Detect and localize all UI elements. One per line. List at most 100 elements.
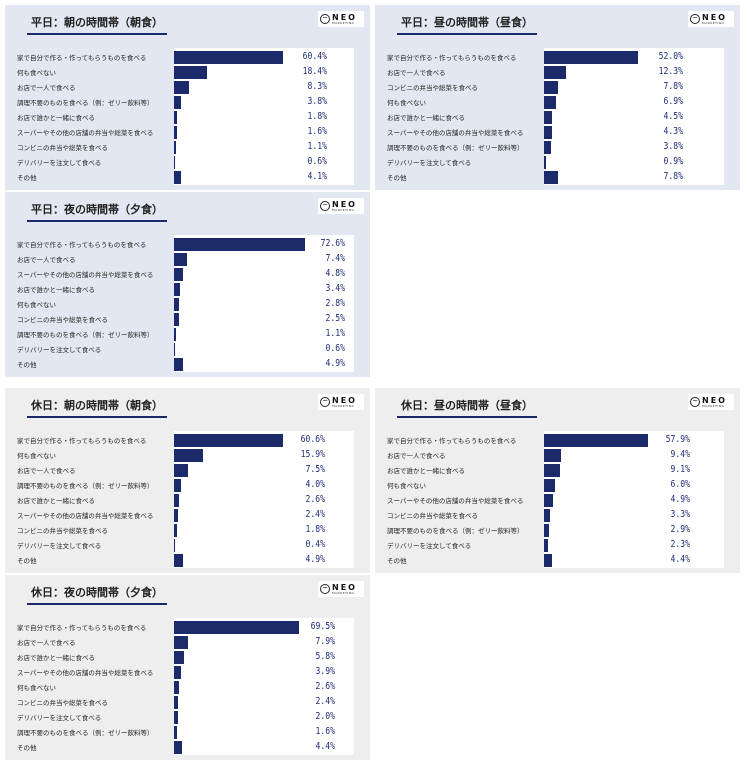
bar-row: コンビニの弁当や総菜を食べる 1.8% <box>17 523 354 538</box>
bar-row: 調理不要のものを食べる（例：ゼリー飲料等） 3.8% <box>17 95 354 110</box>
bar <box>174 298 180 311</box>
plot-area: 家で自分で作る・作ってもらうものを食べる 60.6% 何も食べない 15.9% お店… <box>17 431 354 568</box>
bar-row: 調理不要のものを食べる（例：ゼリー飲料等） 4.0% <box>17 478 354 493</box>
category-label: デリバリーを注文して食べる <box>387 159 472 167</box>
category-label: スーパーやその他の店舗の弁当や総菜を食べる <box>17 129 154 137</box>
bar <box>174 554 183 567</box>
category-label: コンビニの弁当や総菜を食べる <box>17 527 108 535</box>
category-label: 何も食べない <box>17 301 56 309</box>
bar-row: スーパーやその他の店舗の弁当や総菜を食べる 3.9% <box>17 665 354 680</box>
category-label: 何も食べない <box>387 482 426 490</box>
bar <box>544 434 649 447</box>
bar <box>174 268 183 281</box>
bar <box>174 253 188 266</box>
value-label: 0.6% <box>307 156 327 167</box>
bar <box>174 141 176 154</box>
neo-circle-logo-icon: ~ <box>320 397 330 407</box>
value-label: 9.1% <box>670 464 690 475</box>
category-label: 家で自分で作る・作ってもらうものを食べる <box>17 54 147 62</box>
bar-row: デリバリーを注文して食べる 0.9% <box>387 155 724 170</box>
value-label: 0.4% <box>305 539 325 550</box>
bar <box>544 464 561 477</box>
category-label: お店で誰かと一緒に食べる <box>387 114 465 122</box>
bar-row: デリバリーを注文して食べる 0.6% <box>17 342 354 357</box>
category-label: お店で一人で食べる <box>17 84 76 92</box>
bar <box>174 328 176 341</box>
bar <box>544 479 555 492</box>
category-label: 調理不要のものを食べる（例：ゼリー飲料等） <box>17 482 154 490</box>
category-label: 何も食べない <box>17 69 56 77</box>
value-label: 1.8% <box>305 524 325 535</box>
value-label: 4.5% <box>663 111 683 122</box>
category-label: デリバリーを注文して食べる <box>17 159 102 167</box>
value-label: 18.4% <box>302 66 327 77</box>
category-label: その他 <box>17 557 37 565</box>
value-label: 4.4% <box>315 741 335 752</box>
value-label: 2.0% <box>315 711 335 722</box>
value-label: 2.9% <box>670 524 690 535</box>
category-label: お店で一人で食べる <box>17 639 76 647</box>
bar-row: その他 4.9% <box>17 357 354 372</box>
value-label: 6.0% <box>670 479 690 490</box>
value-label: 4.3% <box>663 126 683 137</box>
logo-text: NEO <box>702 395 727 405</box>
value-label: 2.3% <box>670 539 690 550</box>
bar <box>174 81 189 94</box>
category-label: 調理不要のものを食べる（例：ゼリー飲料等） <box>17 331 154 339</box>
bar <box>174 479 182 492</box>
category-label: コンビニの弁当や総菜を食べる <box>387 512 478 520</box>
category-label: 何も食べない <box>17 684 56 692</box>
bar-row: お店で誰かと一緒に食べる 3.4% <box>17 282 354 297</box>
value-label: 7.8% <box>663 171 683 182</box>
chart-panel: 休日：昼の時間帯（昼食） ~ NEO MARKETING 家で自分で作る・作ってもら… <box>375 388 740 573</box>
bar <box>174 621 300 634</box>
category-label: デリバリーを注文して食べる <box>387 542 472 550</box>
bar-row: 家で自分で作る・作ってもらうものを食べる 60.4% <box>17 50 354 65</box>
neo-circle-logo-icon: ~ <box>320 14 330 24</box>
category-label: 調理不要のものを食べる（例：ゼリー飲料等） <box>17 729 154 737</box>
category-label: 家で自分で作る・作ってもらうものを食べる <box>387 54 517 62</box>
bar-row: 何も食べない 18.4% <box>17 65 354 80</box>
category-label: その他 <box>17 174 37 182</box>
logo-subtext: MARKETING <box>332 20 355 25</box>
value-label: 7.9% <box>315 636 335 647</box>
category-label: お店で誰かと一緒に食べる <box>17 286 95 294</box>
bar-row: その他 4.1% <box>17 170 354 185</box>
bar <box>544 126 552 139</box>
bar-row: 家で自分で作る・作ってもらうものを食べる 69.5% <box>17 620 354 635</box>
category-label: お店で一人で食べる <box>17 256 76 264</box>
logo-text: NEO <box>702 12 727 22</box>
category-label: その他 <box>17 361 37 369</box>
bar-row: 何も食べない 2.6% <box>17 680 354 695</box>
value-label: 1.8% <box>307 111 327 122</box>
bar-row: お店で一人で食べる 7.4% <box>17 252 354 267</box>
bar <box>174 494 179 507</box>
plot-area: 家で自分で作る・作ってもらうものを食べる 69.5% お店で一人で食べる 7.9%… <box>17 618 354 755</box>
value-label: 69.5% <box>310 621 335 632</box>
value-label: 57.9% <box>665 434 690 445</box>
bar <box>174 539 175 552</box>
bar <box>544 554 552 567</box>
bar <box>174 313 179 326</box>
bar <box>544 141 551 154</box>
category-label: その他 <box>387 174 407 182</box>
value-label: 4.9% <box>325 358 345 369</box>
chart-panel: 平日：夜の時間帯（夕食） ~ NEO MARKETING 家で自分で作る・作ってもら… <box>5 192 370 377</box>
value-label: 4.0% <box>305 479 325 490</box>
bar-row: 家で自分で作る・作ってもらうものを食べる 72.6% <box>17 237 354 252</box>
bar <box>174 111 178 124</box>
bar-row: 調理不要のものを食べる（例：ゼリー飲料等） 3.8% <box>387 140 724 155</box>
category-label: お店で一人で食べる <box>17 467 76 475</box>
bar <box>174 651 185 664</box>
category-label: 家で自分で作る・作ってもらうものを食べる <box>17 624 147 632</box>
neo-circle-logo-icon: ~ <box>320 201 330 211</box>
bar <box>174 509 179 522</box>
bar <box>544 66 567 79</box>
category-label: お店で誰かと一緒に食べる <box>17 114 95 122</box>
bar-row: 何も食べない 6.9% <box>387 95 724 110</box>
value-label: 4.4% <box>670 554 690 565</box>
neo-circle-logo-icon: ~ <box>320 584 330 594</box>
bar-row: スーパーやその他の店舗の弁当や総菜を食べる 4.3% <box>387 125 724 140</box>
category-label: 家で自分で作る・作ってもらうものを食べる <box>17 241 147 249</box>
value-label: 15.9% <box>300 449 325 460</box>
